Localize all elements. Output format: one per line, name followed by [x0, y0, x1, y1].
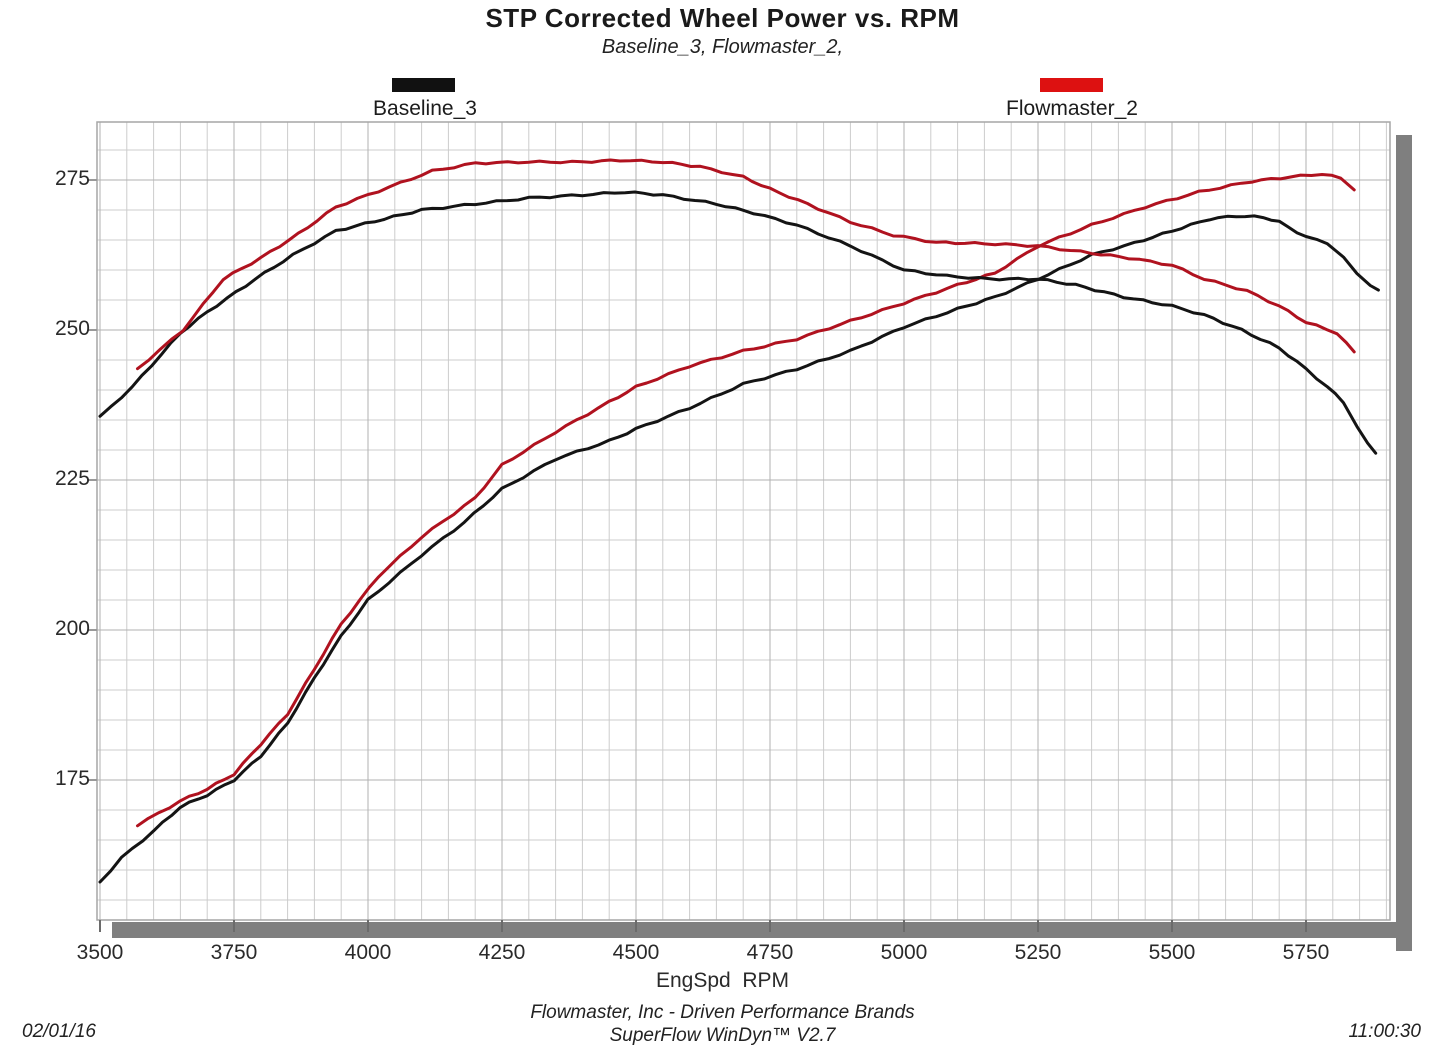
y-tick-275: 275	[54, 167, 90, 190]
time-stamp: 11:00:30	[1348, 1021, 1421, 1042]
date-stamp: 02/01/16	[22, 1021, 96, 1042]
x-tick-4500: 4500	[612, 941, 660, 964]
x-axis-label: EngSpd RPM	[655, 969, 790, 992]
y-tick-175: 175	[54, 767, 90, 790]
x-tick-5750: 5750	[1282, 941, 1330, 964]
x-tick-5500: 5500	[1148, 941, 1196, 964]
legend-swatch-flowmaster	[1040, 78, 1103, 92]
footer-software: SuperFlow WinDyn™ V2.7	[609, 1025, 836, 1046]
chart-subtitle: Baseline_3, Flowmaster_2,	[601, 36, 844, 58]
x-tick-5250: 5250	[1014, 941, 1062, 964]
y-tick-200: 200	[54, 617, 90, 640]
chart-title: STP Corrected Wheel Power vs. RPM	[485, 3, 960, 33]
x-tick-4000: 4000	[344, 941, 392, 964]
legend-label-baseline: Baseline_3	[373, 97, 477, 120]
legend-label-flowmaster: Flowmaster_2	[1006, 97, 1138, 120]
x-tick-5000: 5000	[880, 941, 928, 964]
x-tick-4750: 4750	[746, 941, 794, 964]
x-tick-3750: 3750	[210, 941, 258, 964]
x-tick-4250: 4250	[478, 941, 526, 964]
y-tick-225: 225	[54, 467, 90, 490]
y-tick-250: 250	[54, 317, 90, 340]
x-tick-3500: 3500	[76, 941, 124, 964]
legend-swatch-baseline	[392, 78, 455, 92]
footer-company: Flowmaster, Inc - Driven Performance Bra…	[530, 1002, 915, 1023]
